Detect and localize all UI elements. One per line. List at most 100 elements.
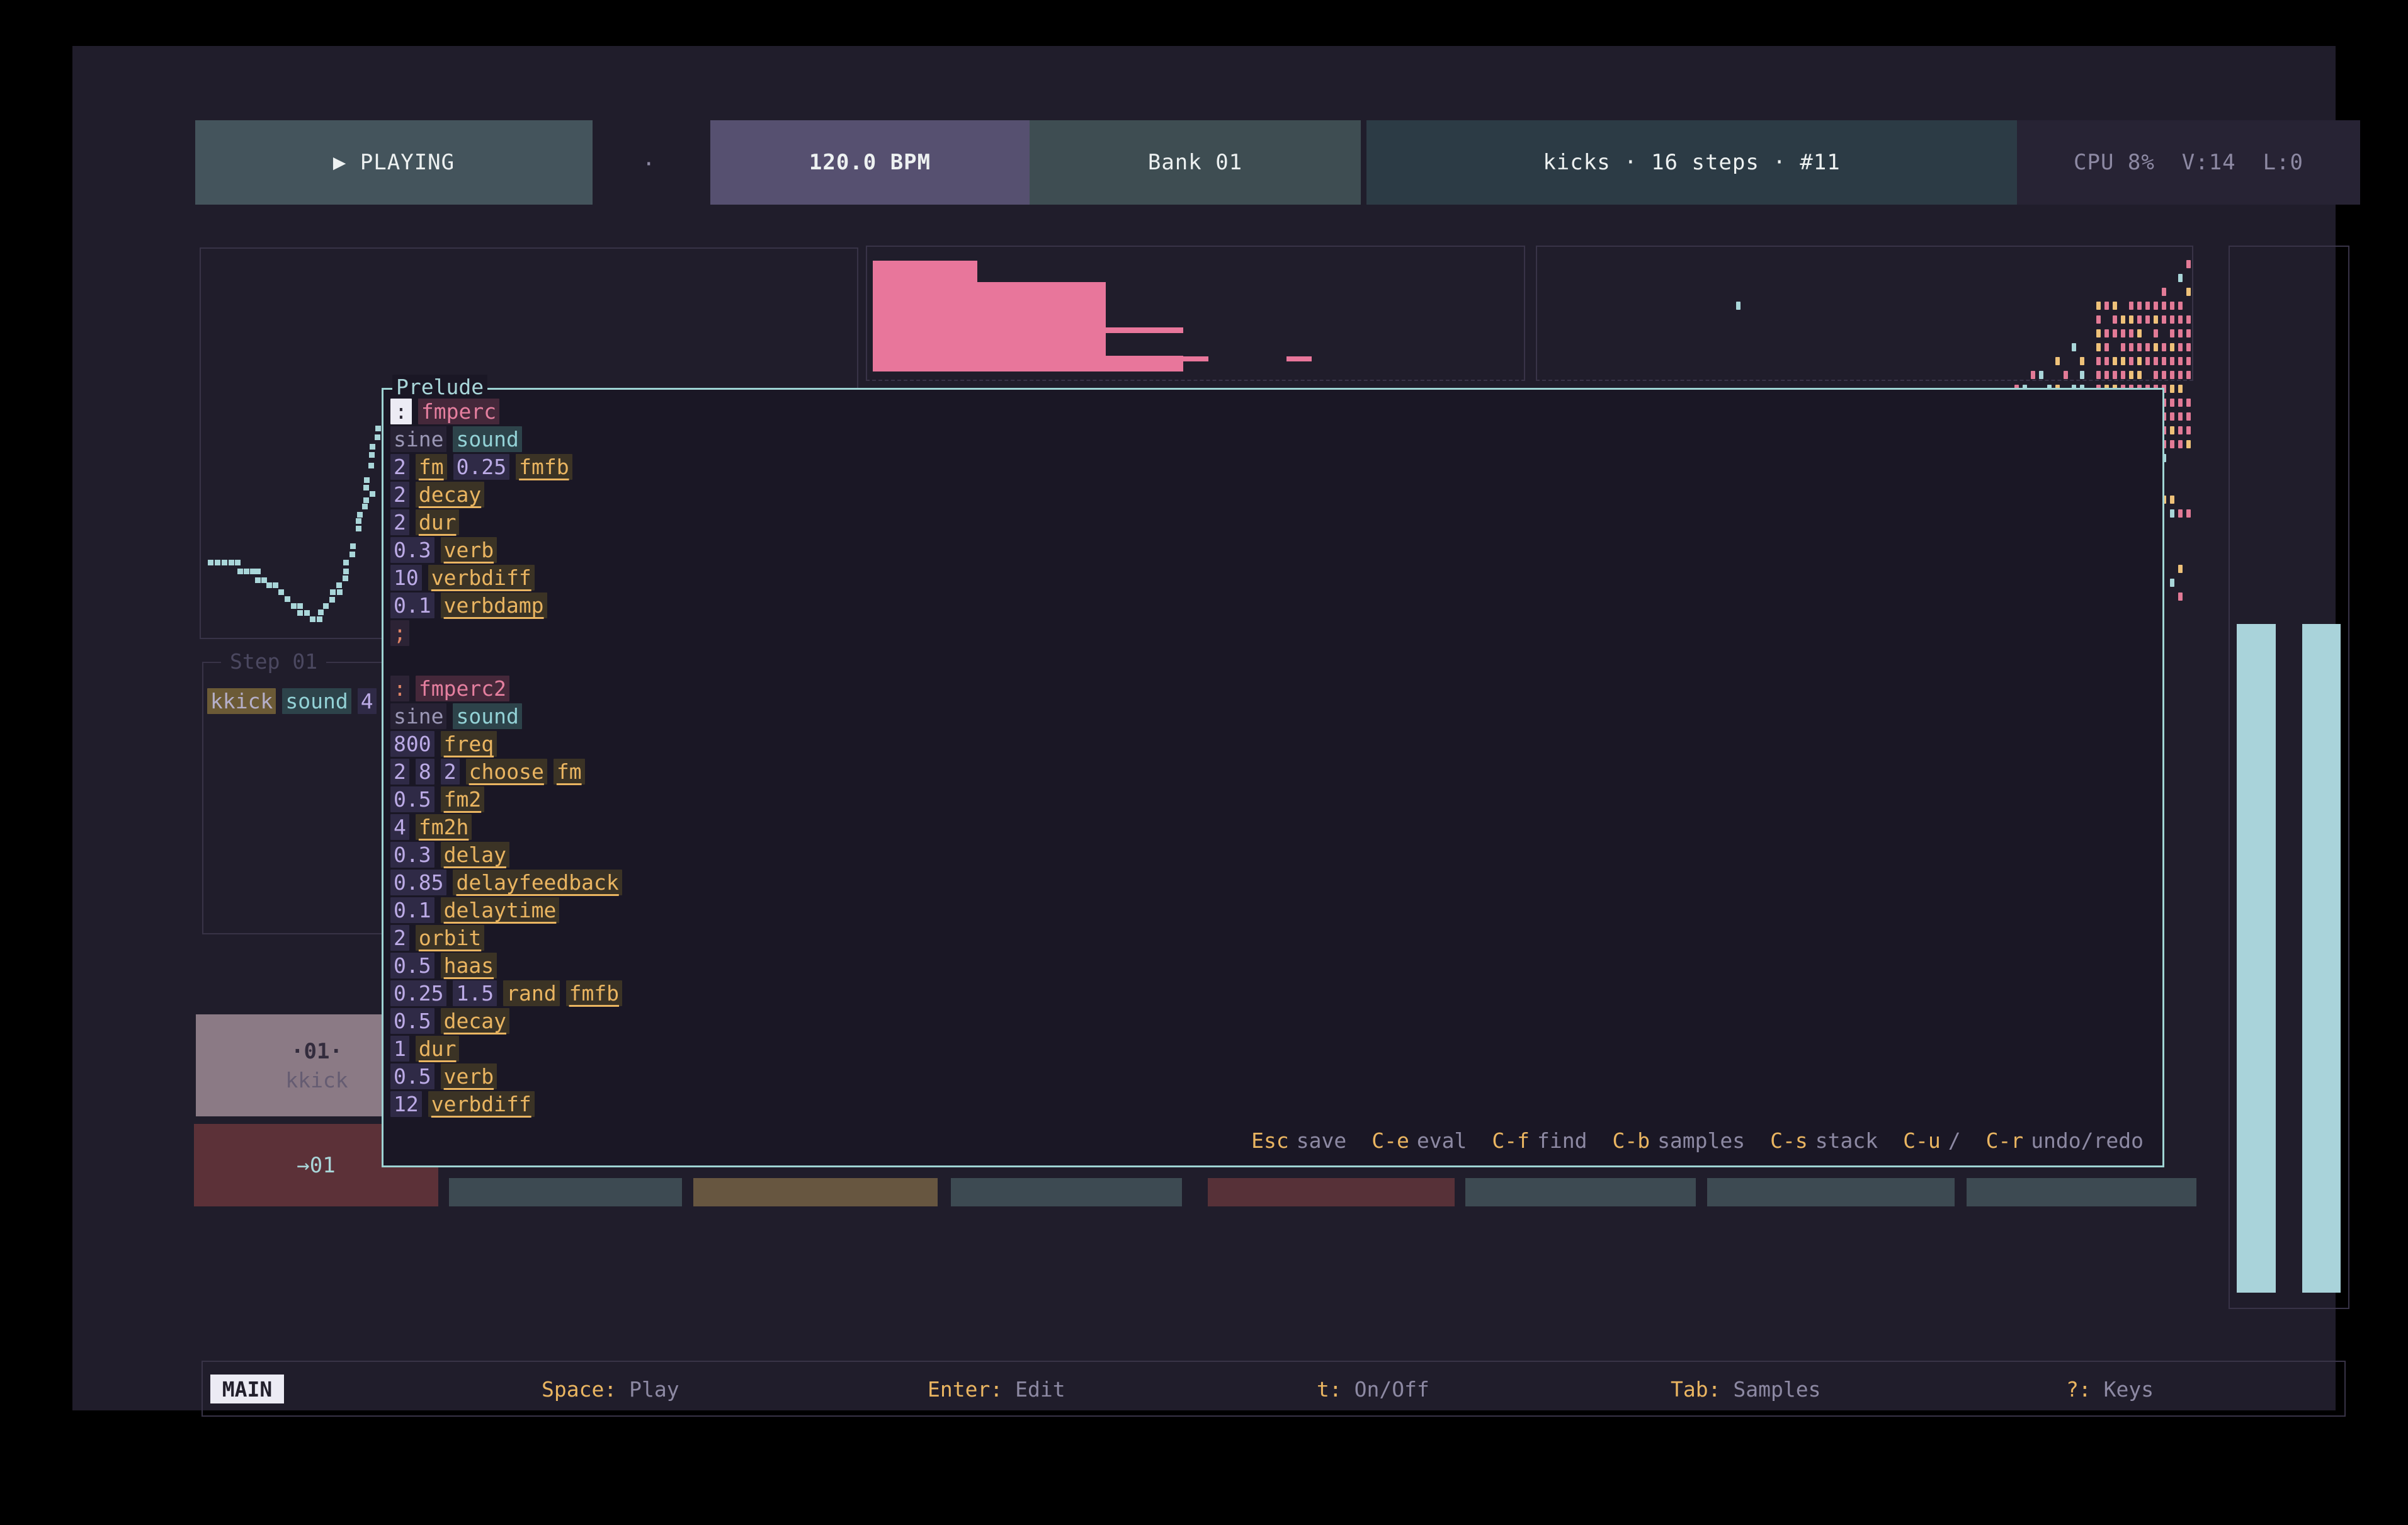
prelude-editor[interactable]: Prelude : fmperc sine sound 2 fm 0.25 fmfb 2 deca…	[382, 375, 2164, 1167]
hint-C-e: C-e eval	[1372, 1128, 1467, 1153]
hint-C-u: C-u /	[1903, 1128, 1961, 1153]
scatter-dot	[2137, 357, 2142, 365]
token-num: 0.1	[390, 592, 434, 618]
waveform-dot	[208, 560, 213, 565]
sample-slot[interactable]	[1208, 1178, 1455, 1206]
cpu-stats: CPU 8% V:14 L:0	[2017, 120, 2360, 205]
token-num: 2	[390, 925, 409, 951]
histogram-bar	[1286, 356, 1312, 361]
bpm-display[interactable]: 120.0 BPM	[710, 120, 1030, 205]
token-kw: haas	[440, 953, 497, 978]
token-num: 2	[390, 759, 409, 785]
waveform-dot	[350, 543, 356, 549]
waveform-dot	[375, 434, 380, 440]
scatter-dot	[2113, 302, 2117, 310]
waveform-dot	[237, 569, 243, 574]
token-sample: kkick	[207, 688, 276, 714]
hint-C-b: C-b samples	[1612, 1128, 1746, 1153]
sample-slot[interactable]	[1465, 1178, 1696, 1206]
scatter-dot	[2129, 315, 2133, 324]
waveform-dot	[329, 597, 335, 603]
token-num: 0.5	[390, 1063, 434, 1089]
sample-slot[interactable]	[449, 1178, 682, 1206]
scatter-dot	[2055, 357, 2060, 365]
token-plain: sine	[390, 703, 447, 729]
scatter-dot	[2121, 371, 2125, 379]
code-line: 2 orbit	[390, 925, 628, 953]
code-line	[390, 648, 628, 676]
transport-playing-button[interactable]: ▶ PLAYING	[195, 120, 593, 205]
mode-badge: MAIN	[210, 1375, 284, 1403]
token-sound: sound	[282, 688, 351, 714]
scatter-dot	[2096, 302, 2101, 310]
token-num: 2	[390, 454, 409, 480]
token-num: 0.3	[390, 537, 434, 563]
token-punct: :	[390, 676, 409, 701]
code-line: : fmperc	[390, 399, 628, 426]
scatter-dot	[2178, 509, 2183, 518]
scatter-dot	[2129, 371, 2133, 379]
code-line: 0.3 delay	[390, 842, 628, 870]
scatter-dot	[2145, 343, 2150, 351]
scatter-dot	[2113, 329, 2117, 337]
waveform-dot	[362, 504, 368, 509]
scatter-dot	[2186, 315, 2191, 324]
token-num: 4	[390, 814, 409, 840]
scatter-dot	[2170, 371, 2174, 379]
scatter-dot	[2178, 357, 2183, 365]
sample-slot[interactable]	[1967, 1178, 2196, 1206]
waveform-dot	[215, 560, 220, 565]
scatter-dot	[2096, 371, 2101, 379]
token-cursor: :	[390, 399, 412, 424]
step-token-row[interactable]: kkick sound 4	[207, 688, 383, 714]
scatter-dot	[2154, 329, 2158, 337]
waveform-dot	[356, 526, 361, 531]
scatter-dot	[2178, 302, 2183, 310]
bottombar-item-on/off: t: On/Off	[1317, 1377, 1429, 1402]
waveform-dot	[336, 582, 342, 588]
hint-C-s: C-s stack	[1770, 1128, 1878, 1153]
scatter-dot	[2170, 579, 2174, 587]
editor-hints: Esc save C-e eval C-f find C-b samples C-s stack C…	[1226, 1128, 2144, 1153]
scatter-dot	[2162, 371, 2166, 379]
scatter-dot	[2178, 592, 2183, 601]
bottombar-item-samples: Tab: Samples	[1671, 1377, 1821, 1402]
waveform-dot	[363, 497, 369, 503]
waveform-dot	[343, 569, 349, 574]
current-step-number: ·01·	[291, 1038, 343, 1064]
code-area[interactable]: : fmperc sine sound 2 fm 0.25 fmfb 2 decay 2 dur 0.3…	[390, 399, 628, 1119]
scatter-dot	[2145, 315, 2150, 324]
level-meter-right	[2302, 624, 2341, 1293]
scatter-dot	[2170, 509, 2174, 518]
code-line: 12 verbdiff	[390, 1091, 628, 1119]
code-line: 0.1 delaytime	[390, 897, 628, 925]
waveform-dot	[364, 477, 370, 483]
scatter-dot	[2186, 412, 2191, 421]
scatter-dot	[2039, 371, 2043, 379]
sample-slot[interactable]	[1707, 1178, 1955, 1206]
scatter-dot	[2113, 357, 2117, 365]
scatter-dot	[2186, 357, 2191, 365]
token-name: fmperc2	[415, 676, 509, 701]
token-num: 2	[440, 759, 460, 785]
scatter-dot	[2178, 440, 2183, 448]
sample-slot[interactable]	[951, 1178, 1182, 1206]
token-kw: delayfeedback	[453, 870, 622, 895]
histogram-bar	[1106, 327, 1183, 333]
token-kw: verbdiff	[428, 1091, 535, 1117]
scatter-dot	[2178, 385, 2183, 393]
scatter-dot	[2170, 412, 2174, 421]
bank-selector[interactable]: Bank 01	[1030, 120, 1361, 205]
token-punct: ;	[390, 620, 409, 646]
scatter-dot	[2186, 440, 2191, 448]
code-line: 0.3 verb	[390, 537, 628, 565]
code-line: 2 decay	[390, 482, 628, 509]
scatter-dot	[2145, 302, 2150, 310]
sample-slot[interactable]	[693, 1178, 938, 1206]
scatter-dot	[2121, 343, 2125, 351]
scatter-dot	[2104, 302, 2109, 310]
token-num: 2	[390, 482, 409, 507]
waveform-dot	[357, 512, 363, 518]
scatter-dot	[2129, 357, 2133, 365]
scatter-dot	[2096, 357, 2101, 365]
